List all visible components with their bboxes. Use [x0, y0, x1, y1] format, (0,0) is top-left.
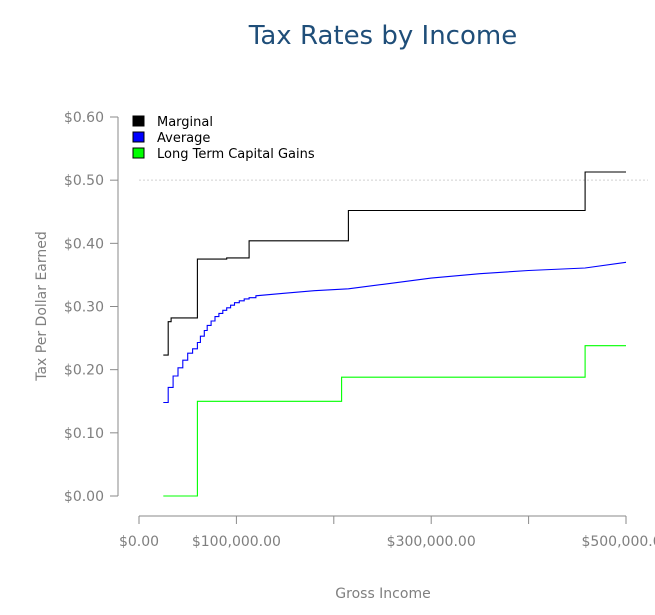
chart-title: Tax Rates by Income: [248, 21, 517, 51]
y-tick-label: $0.60: [64, 110, 104, 126]
series-line-long-term-capital-gains: [163, 345, 626, 497]
y-tick-label: $0.20: [64, 363, 104, 379]
y-tick-label: $0.50: [64, 173, 104, 189]
legend-label-average: Average: [157, 131, 210, 146]
x-tick-label: $100,000.00: [192, 534, 281, 550]
series-layer: [163, 171, 627, 497]
x-tick-label: $500,000.00: [581, 534, 655, 550]
legend-swatch-average: [132, 131, 145, 143]
legend-swatch-marginal: [132, 115, 145, 127]
y-tick-label: $0.30: [64, 300, 104, 316]
legend-swatch-long-term-capital-gains: [132, 147, 145, 159]
y-axis-label: Tax Per Dollar Earned: [34, 231, 50, 382]
y-tick-label: $0.40: [64, 236, 104, 252]
axes: $0.00 $0.10 $0.20 $0.30 $0.40 $0.50 $0.60 $0.00…: [64, 110, 655, 550]
series-line-average: [163, 261, 627, 404]
x-axis-label: Gross Income: [335, 586, 430, 602]
legend-label-long-term-capital-gains: Long Term Capital Gains: [157, 147, 315, 162]
x-tick-label: $0.00: [119, 534, 159, 550]
x-tick-label: $300,000.00: [387, 534, 476, 550]
series-line-marginal: [163, 171, 626, 356]
legend-label-marginal: Marginal: [157, 115, 213, 130]
y-tick-label: $0.10: [64, 426, 104, 442]
y-tick-label: $0.00: [64, 489, 104, 505]
